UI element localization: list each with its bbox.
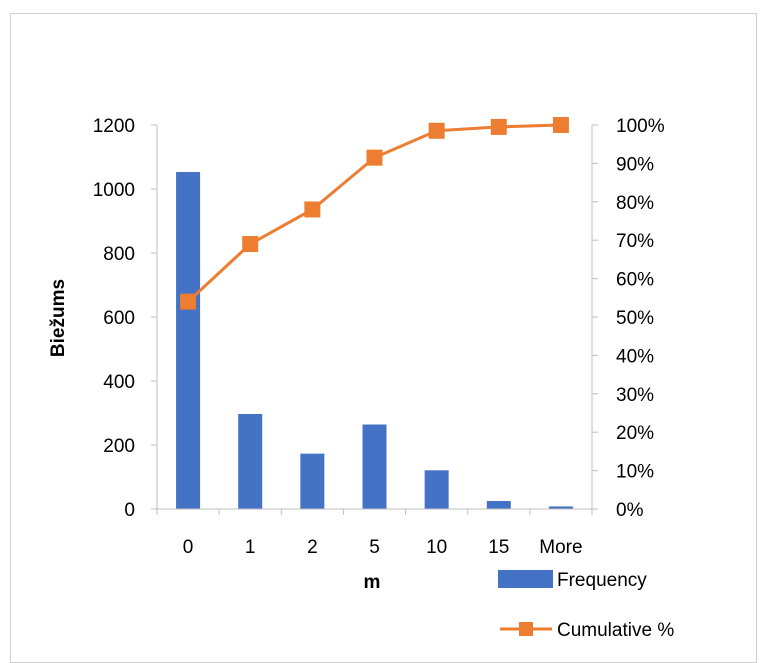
y-tick-label: 800 — [103, 244, 135, 265]
y-tick-label: 600 — [103, 308, 135, 329]
y2-tick-label: 100% — [616, 116, 665, 137]
y2-tick-label: 80% — [616, 193, 654, 214]
legend-frequency-swatch — [498, 570, 553, 588]
x-tick-label: 1 — [245, 537, 256, 558]
bar-15 — [486, 501, 511, 509]
y-tick-label: 0 — [124, 500, 135, 521]
x-tick-label: 5 — [369, 537, 380, 558]
bar-0 — [176, 172, 201, 510]
cumulative-marker-more — [552, 117, 569, 133]
tick-labels-group: 0 200 400 600 800 1000 1200 0% 10% 20% 30% 40% 50% 60… — [93, 116, 665, 558]
legend-cumulative-marker — [519, 622, 533, 636]
y-axis-title: Biežums — [48, 279, 69, 357]
bars-group — [176, 172, 573, 510]
cumulative-marker-1 — [242, 236, 259, 253]
cumulative-marker-5 — [366, 149, 383, 166]
x-tick-label: More — [539, 537, 582, 558]
cumulative-marker-15 — [490, 118, 507, 135]
legend-frequency-label: Frequency — [557, 570, 647, 591]
y2-tick-label: 30% — [616, 385, 654, 406]
cumulative-marker-2 — [304, 201, 321, 218]
legend: Frequency Cumulative % — [498, 570, 674, 641]
y-tick-label: 1000 — [93, 180, 135, 201]
y2-tick-label: 10% — [616, 462, 654, 483]
y2-tick-label: 60% — [616, 270, 654, 291]
bar-more — [548, 506, 573, 509]
cumulative-line-group — [180, 117, 569, 310]
bar-2 — [300, 453, 325, 509]
y2-tick-label: 90% — [616, 154, 654, 175]
y-tick-label: 200 — [103, 436, 135, 457]
chart-frame — [10, 13, 757, 663]
y2-tick-label: 40% — [616, 346, 654, 367]
y2-tick-label: 20% — [616, 423, 654, 444]
y2-tick-label: 50% — [616, 308, 654, 329]
legend-cumulative-label: Cumulative % — [557, 620, 674, 641]
x-tick-label: 2 — [307, 537, 318, 558]
x-axis-title: m — [364, 572, 381, 593]
x-tick-label: 15 — [488, 537, 509, 558]
bar-10 — [424, 470, 449, 509]
cumulative-marker-10 — [428, 122, 445, 139]
bar-5 — [362, 424, 387, 509]
x-tick-label: 10 — [426, 537, 447, 558]
y2-tick-label: 70% — [616, 231, 654, 252]
axes-group — [151, 124, 598, 515]
y2-tick-label: 0% — [616, 500, 644, 521]
cumulative-marker-0 — [180, 293, 197, 310]
bar-1 — [238, 413, 263, 509]
x-tick-label: 0 — [183, 537, 194, 558]
y-tick-label: 400 — [103, 372, 135, 393]
y-tick-label: 1200 — [93, 116, 135, 137]
